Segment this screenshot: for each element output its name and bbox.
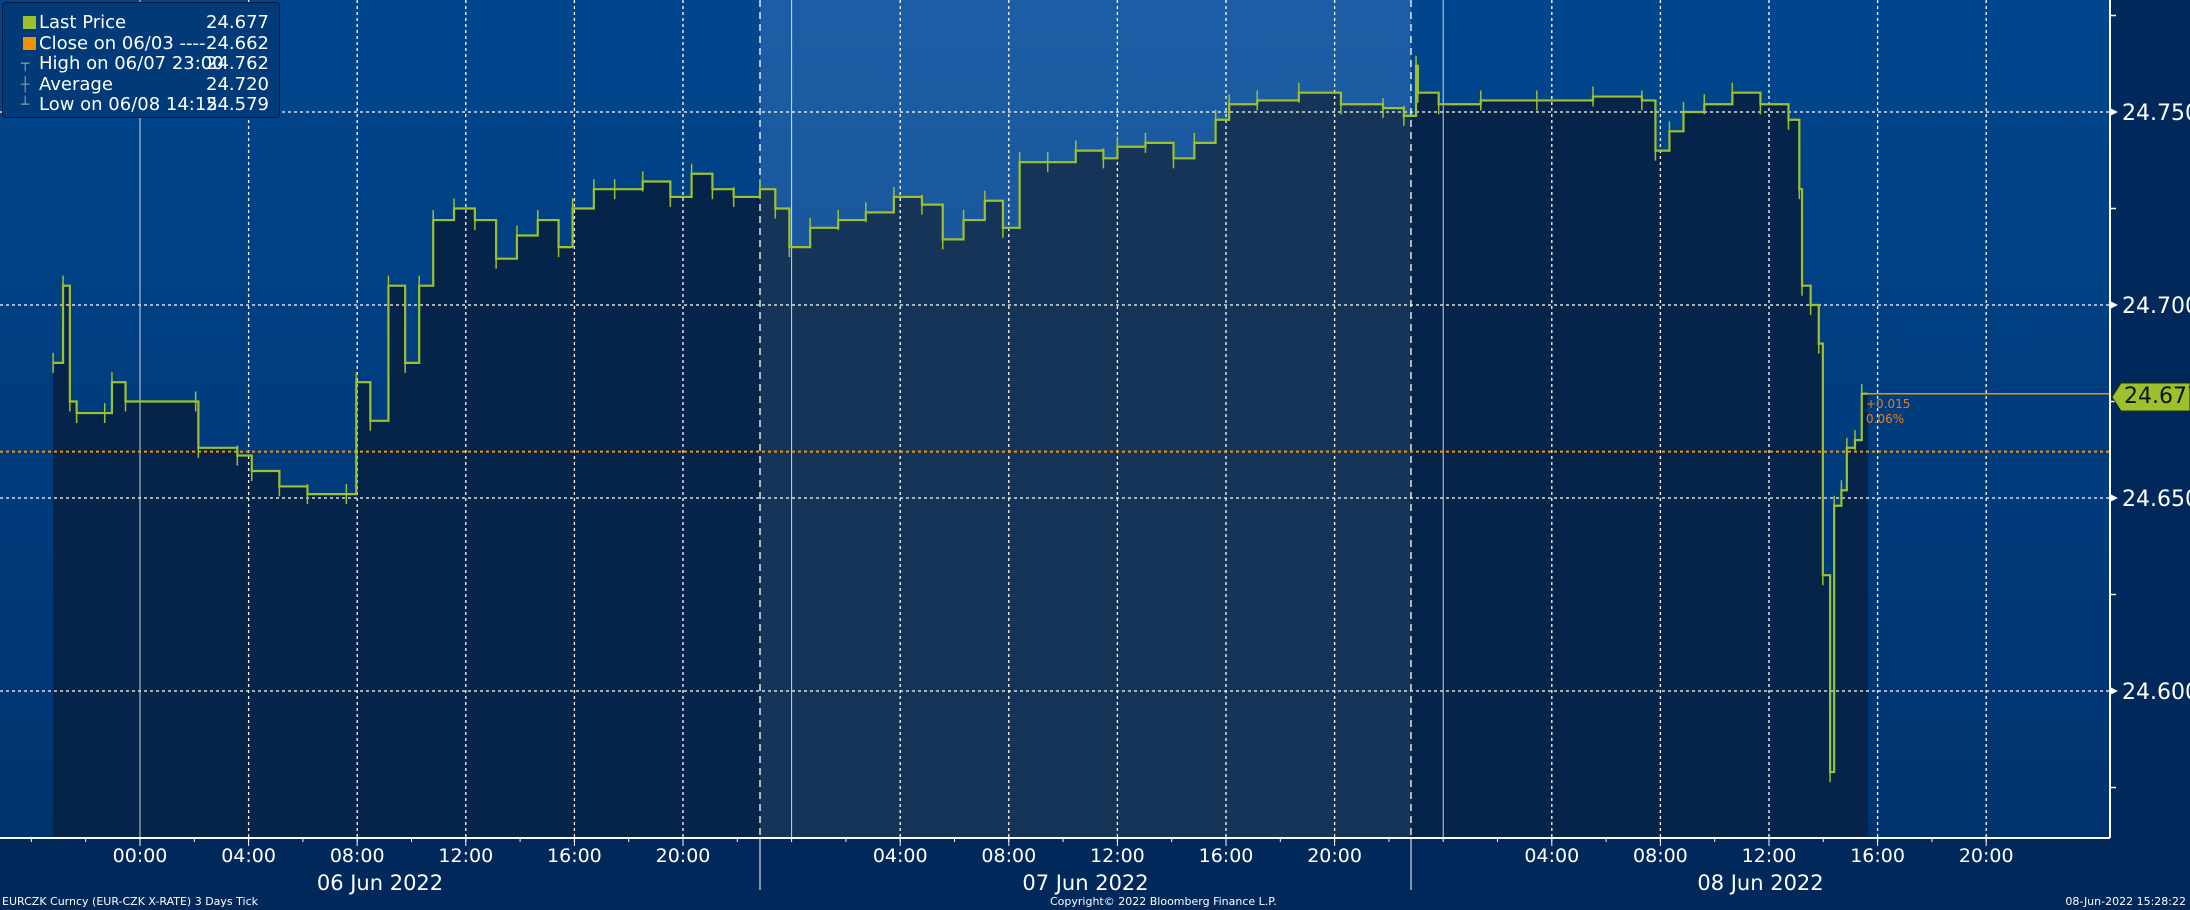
x-tick-label: 04:00 <box>221 845 276 867</box>
x-tick-label: 08:00 <box>330 845 385 867</box>
y-tick-marker <box>2110 687 2118 695</box>
x-date-label: 07 Jun 2022 <box>1022 871 1148 895</box>
footer-timestamp: 08-Jun-2022 15:28:22 <box>2065 895 2186 908</box>
legend-item-average[interactable]: ┼ Average 24.720 <box>3 73 279 96</box>
x-date-label: 06 Jun 2022 <box>317 871 443 895</box>
y-tick-label: 24.650 <box>2122 487 2190 512</box>
legend-item-close[interactable]: Close on 06/03 ---- 24.662 <box>3 32 279 55</box>
legend-label: High on 06/07 23:00 <box>39 53 224 74</box>
x-date-label: 08 Jun 2022 <box>1697 871 1823 895</box>
legend-value: 24.762 <box>206 53 269 74</box>
x-tick-label: 04:00 <box>873 845 928 867</box>
footer-security: EURCZK Curncy (EUR-CZK X-RATE) 3 Days Ti… <box>2 895 258 908</box>
x-tick-label: 20:00 <box>1307 845 1362 867</box>
y-tick-label: 24.600 <box>2122 680 2190 705</box>
close-swatch-icon <box>23 36 36 50</box>
legend-item-low[interactable]: ┴ Low on 06/08 14:15 24.579 <box>3 94 279 116</box>
footer-copyright: Copyright© 2022 Bloomberg Finance L.P. <box>1050 895 1277 908</box>
legend-label: Average <box>39 73 113 95</box>
legend-item-high[interactable]: ┬ High on 06/07 23:00 24.762 <box>3 53 279 75</box>
x-tick-label: 00:00 <box>113 845 168 867</box>
x-tick-label: 16:00 <box>1199 845 1254 867</box>
x-tick-label: 12:00 <box>438 845 493 867</box>
price-tag-value: 24.677 <box>2124 384 2190 409</box>
legend-item-last-price[interactable]: Last Price 24.677 <box>3 12 279 34</box>
legend-label: Low on 06/08 14:15 <box>39 94 218 115</box>
change-readout: +0.015 0.06% <box>1866 397 1910 427</box>
x-tick-label: 12:00 <box>1742 845 1797 867</box>
legend-value: 24.579 <box>206 94 269 115</box>
x-tick-label: 08:00 <box>1633 845 1688 867</box>
y-tick-marker <box>2110 494 2118 502</box>
legend-value: 24.720 <box>206 73 269 95</box>
price-tag: 24.677 <box>2112 382 2190 412</box>
legend-value: 24.677 <box>206 12 269 33</box>
high-marker-icon: ┬ <box>21 56 30 72</box>
legend-value: 24.662 <box>206 32 269 54</box>
y-tick-label: 24.750 <box>2122 101 2190 126</box>
y-tick-marker <box>2110 108 2118 116</box>
last-price-swatch-icon <box>23 16 36 29</box>
x-tick-label: 20:00 <box>656 845 711 867</box>
legend-label: Last Price <box>39 12 127 33</box>
change-value: +0.015 <box>1866 397 1911 411</box>
x-tick-label: 08:00 <box>981 845 1036 867</box>
legend: Last Price 24.677 Close on 06/03 ---- 24.6… <box>2 2 280 118</box>
price-area-07-jun <box>760 92 1411 838</box>
change-percent: 0.06% <box>1866 412 1905 426</box>
price-tag-shape-icon <box>2112 382 2190 412</box>
low-marker-icon: ┴ <box>21 97 30 113</box>
x-tick-label: 16:00 <box>1850 845 1905 867</box>
x-tick-label: 04:00 <box>1524 845 1579 867</box>
x-tick-label: 12:00 <box>1090 845 1145 867</box>
average-marker-icon: ┼ <box>21 76 30 93</box>
x-tick-label: 20:00 <box>1959 845 2014 867</box>
legend-label: Close on 06/03 ---- <box>39 32 206 54</box>
y-tick-marker <box>2110 301 2118 309</box>
x-tick-label: 16:00 <box>547 845 602 867</box>
y-tick-label: 24.700 <box>2122 294 2190 319</box>
